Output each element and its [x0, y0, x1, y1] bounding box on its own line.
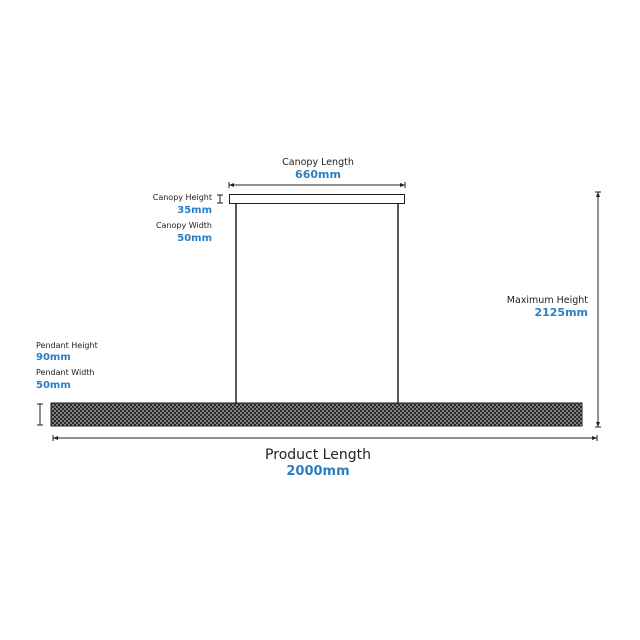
- canopy-length-value: 660mm: [295, 168, 341, 181]
- canopy-width-value: 50mm: [177, 233, 212, 244]
- canopy: [229, 194, 405, 204]
- pendant-height-dimension-line: [37, 403, 43, 426]
- product-length-label: Product Length: [265, 447, 371, 463]
- pendant-height-label: Pendant Height: [36, 341, 98, 350]
- pendant-body: [50, 402, 583, 427]
- pendant-height-value: 90mm: [36, 352, 71, 363]
- canopy-height-dimension-line: [217, 194, 223, 204]
- canopy-height-value: 35mm: [177, 205, 212, 216]
- canopy-width-label: Canopy Width: [156, 221, 212, 230]
- maximum-height-value: 2125mm: [534, 306, 588, 319]
- pendant-width-value: 50mm: [36, 380, 71, 391]
- pendant-width-label: Pendant Width: [36, 368, 95, 377]
- maximum-height-label: Maximum Height: [507, 295, 589, 306]
- maximum-height-dimension-line: [595, 191, 601, 428]
- canopy-length-dimension-line: [228, 182, 406, 188]
- product-length-value: 2000mm: [286, 464, 349, 479]
- product-length-dimension-line: [52, 435, 598, 441]
- canopy-height-label: Canopy Height: [153, 193, 212, 202]
- canopy-length-label: Canopy Length: [282, 157, 354, 168]
